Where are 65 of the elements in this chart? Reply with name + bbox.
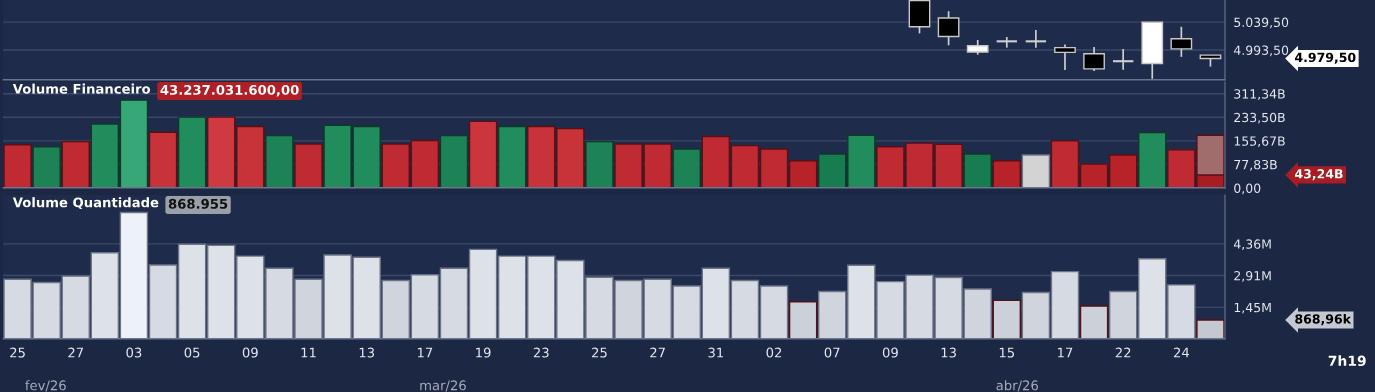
y-tick-label: 2,91M <box>1234 270 1271 282</box>
x-tick-label: 15 <box>999 347 1015 358</box>
text: abr/26 <box>996 380 1038 392</box>
bar <box>439 134 469 188</box>
bar <box>992 160 1022 188</box>
candlestick <box>1170 25 1193 58</box>
y-tick-label: 233,50B <box>1234 112 1285 124</box>
x-tick-label: 09 <box>242 347 258 358</box>
y-tick-label: 1,45M <box>1234 303 1271 314</box>
candlestick <box>1054 43 1076 71</box>
annotation: 43.237.031.600,00 <box>160 84 299 97</box>
candlestick <box>1111 48 1135 71</box>
x-tick-label: 27 <box>68 347 84 358</box>
bar <box>32 146 61 188</box>
text: 7h19 <box>1328 355 1366 367</box>
text: mar/26 <box>420 380 466 392</box>
annotation: 868.955 <box>168 198 228 209</box>
y-tick-label: 311,34B <box>1234 89 1285 100</box>
bar <box>294 143 323 188</box>
x-tick-label: 17 <box>417 347 433 358</box>
x-tick-label: 09 <box>882 347 898 358</box>
bar <box>963 153 992 188</box>
bar <box>265 134 294 188</box>
bar <box>585 140 614 188</box>
y-tick-label: 5.039,50 <box>1234 17 1289 29</box>
x-tick-label: 13 <box>359 347 375 358</box>
x-tick-label: 31 <box>708 347 724 358</box>
x-tick-label: 24 <box>1173 347 1190 358</box>
x-tick-label: 25 <box>10 347 25 358</box>
bar <box>177 116 207 188</box>
bar <box>148 131 178 188</box>
text: 868,96k <box>1295 313 1352 326</box>
x-tick-label: 17 <box>1058 347 1073 358</box>
bar <box>1138 131 1167 188</box>
x-tick-label: 13 <box>941 347 956 358</box>
bar <box>1196 319 1225 339</box>
x-tick-label: 25 <box>592 347 607 358</box>
x-tick-label: 11 <box>301 347 316 358</box>
x-tick-label: 23 <box>533 347 549 358</box>
bar <box>3 143 32 188</box>
y-tick-label: 4,36M <box>1233 239 1271 251</box>
chart-title: Volume Quantidade <box>12 197 159 210</box>
text: fev/26 <box>25 380 66 392</box>
x-tick-label: 19 <box>476 347 491 358</box>
y-tick-label: 155,67B <box>1234 136 1285 148</box>
bar <box>468 120 498 188</box>
x-tick-label: 27 <box>650 347 665 358</box>
x-tick-label: 02 <box>766 347 782 358</box>
bar <box>61 140 90 188</box>
x-tick-label: 22 <box>1115 347 1131 358</box>
candlestick <box>937 10 960 47</box>
candlestick <box>1024 29 1048 49</box>
y-tick-label: 77,83B <box>1234 159 1277 171</box>
candlestick <box>1083 46 1105 72</box>
chart-title: Volume Financeiro <box>12 83 151 94</box>
x-tick-label: 03 <box>126 347 142 358</box>
bar <box>672 148 701 188</box>
x-tick-label: 05 <box>184 347 200 358</box>
text: 4.979,50 <box>1295 52 1356 64</box>
y-tick-label: 0,00 <box>1234 183 1261 195</box>
text: 43,24B <box>1295 169 1343 181</box>
y-tick-label: 4.993,50 <box>1233 45 1289 57</box>
bar <box>497 125 527 188</box>
candlestick <box>995 36 1019 49</box>
x-tick-label: 07 <box>824 347 840 358</box>
